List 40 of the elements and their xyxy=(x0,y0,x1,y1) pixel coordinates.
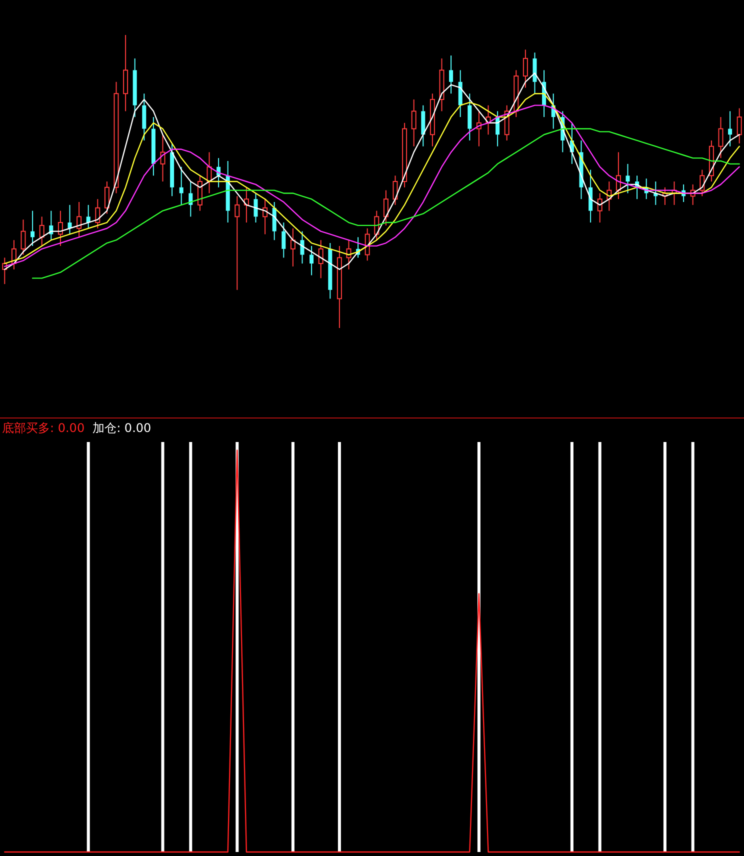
candlestick xyxy=(728,110,732,147)
candlestick xyxy=(318,240,324,279)
candlestick xyxy=(179,166,184,206)
candlestick xyxy=(522,49,528,88)
series-label: 加仓: 0.00 xyxy=(92,421,152,435)
candlestick xyxy=(364,228,370,262)
candlestick xyxy=(736,108,742,144)
candlestick xyxy=(272,202,276,241)
candlestick xyxy=(95,198,100,229)
candlestick xyxy=(123,34,128,112)
candlestick xyxy=(104,181,110,214)
candlestick xyxy=(30,210,35,246)
candlestick xyxy=(626,163,630,194)
candlestick xyxy=(76,202,82,238)
candlestick xyxy=(458,70,462,118)
candlestick xyxy=(597,192,602,224)
candlestick xyxy=(197,175,202,212)
candlestick xyxy=(86,204,90,229)
candlestick xyxy=(392,175,398,206)
candlestick xyxy=(588,169,593,224)
candlestick xyxy=(20,219,26,256)
candlestick xyxy=(310,245,314,276)
candlestick xyxy=(188,181,193,218)
candlestick xyxy=(142,93,146,141)
candlestick xyxy=(449,55,454,94)
candlestick xyxy=(282,222,286,258)
candlestick xyxy=(700,169,705,197)
candlestick xyxy=(39,216,44,246)
candlestick xyxy=(234,196,240,290)
candlestick xyxy=(160,134,166,182)
candlestick xyxy=(411,98,416,147)
candlestick xyxy=(254,192,258,224)
candlestick xyxy=(290,228,296,267)
candlestick xyxy=(383,190,388,226)
candlestick xyxy=(532,52,537,94)
text: 底部买多: 0.00 xyxy=(2,421,85,435)
candlestick xyxy=(421,104,426,147)
candlestick xyxy=(718,116,724,159)
candlestick xyxy=(300,230,304,264)
candlestick xyxy=(468,93,472,141)
